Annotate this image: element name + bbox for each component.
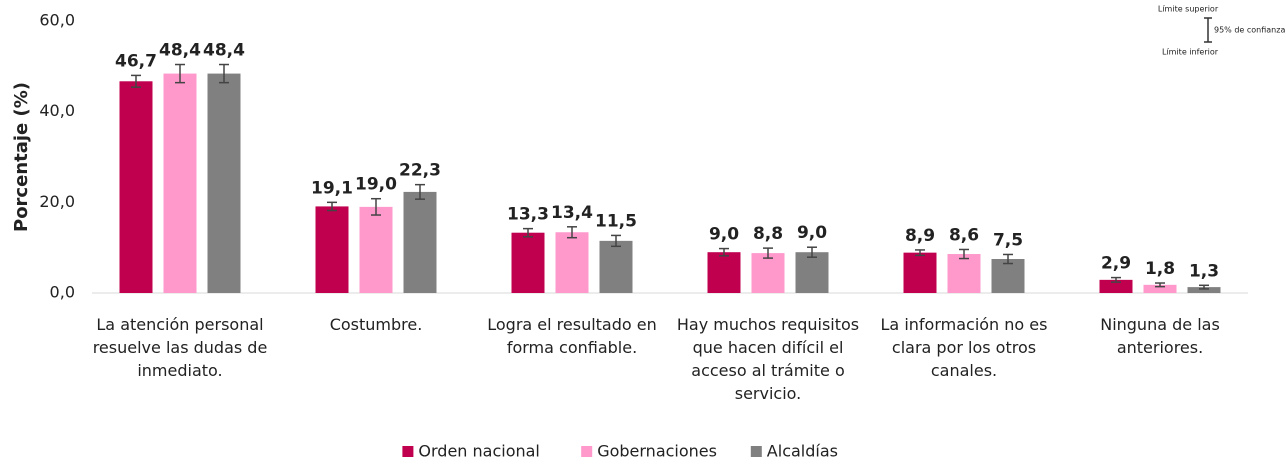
bar	[1099, 279, 1133, 293]
error-bar	[219, 63, 229, 84]
bar	[555, 232, 589, 293]
data-label: 8,8	[753, 224, 783, 244]
bar	[947, 254, 981, 293]
data-label: 2,9	[1101, 254, 1131, 274]
error-bar	[1111, 276, 1121, 283]
error-bar	[719, 247, 729, 257]
bar	[751, 253, 785, 293]
bar	[119, 81, 153, 293]
bar	[511, 232, 545, 293]
data-label: 22,3	[399, 161, 441, 181]
data-label: 13,4	[551, 203, 593, 223]
error-bar	[327, 201, 337, 212]
legend-swatch	[581, 446, 593, 457]
data-label: 1,8	[1145, 259, 1175, 279]
data-label: 19,0	[355, 175, 397, 195]
error-bar	[371, 197, 381, 216]
data-label: 9,0	[709, 225, 739, 245]
annotation: Límite superior	[1158, 5, 1219, 14]
data-label: 8,6	[949, 225, 979, 245]
x-tick-label: La información no es clara por los otros…	[880, 315, 1048, 380]
legend-label: Alcaldías	[767, 442, 838, 461]
y-tick-label: 40,0	[39, 101, 75, 120]
error-bar	[763, 247, 773, 259]
legend-label: Gobernaciones	[597, 442, 717, 461]
data-label: 48,4	[159, 41, 201, 61]
bar	[403, 191, 437, 293]
data-label: 8,9	[905, 226, 935, 246]
data-label: 1,3	[1189, 261, 1219, 281]
annotation: Límite inferior	[1162, 48, 1219, 57]
error-bar	[175, 63, 185, 84]
bar	[359, 206, 393, 293]
error-bar	[415, 183, 425, 200]
error-bar	[567, 226, 577, 239]
bar	[903, 252, 937, 293]
data-label: 48,4	[203, 41, 245, 61]
legend-label: Orden nacional	[418, 442, 539, 461]
data-label: 13,3	[507, 205, 549, 225]
bar	[207, 73, 241, 293]
bar	[795, 252, 829, 293]
legend-swatch	[750, 446, 762, 457]
y-tick-label: 0,0	[50, 283, 75, 302]
error-bar	[1155, 282, 1165, 288]
error-bar	[959, 248, 969, 260]
legend-swatch	[402, 446, 414, 457]
error-bar	[1199, 284, 1209, 290]
bar	[599, 240, 633, 293]
x-tick-label: Logra el resultado en forma confiable.	[487, 315, 657, 357]
data-label: 46,7	[115, 51, 157, 71]
bar	[1187, 287, 1221, 293]
bar	[315, 206, 349, 293]
bar	[991, 259, 1025, 293]
error-bar	[1003, 253, 1013, 265]
y-axis-title: Porcentaje (%)	[11, 82, 32, 232]
x-tick-label: Ninguna de las anteriores.	[1100, 315, 1220, 357]
bar	[163, 73, 197, 293]
error-bar	[523, 227, 533, 238]
data-label: 9,0	[797, 223, 827, 243]
data-label: 11,5	[595, 211, 637, 231]
bar	[1143, 284, 1177, 293]
x-tick-label: La atención personal resuelve las dudas …	[92, 315, 268, 380]
y-tick-label: 60,0	[39, 11, 75, 30]
data-label: 19,1	[311, 178, 353, 198]
x-tick-label: Costumbre.	[329, 315, 423, 334]
x-tick-label: Hay muchos requisitos que hacen difícil …	[676, 315, 860, 403]
data-label: 7,5	[993, 230, 1023, 250]
error-bar	[807, 246, 817, 258]
error-bar	[131, 74, 141, 88]
y-tick-label: 20,0	[39, 192, 75, 211]
annotation: 95% de confianza	[1214, 26, 1285, 35]
bar	[707, 252, 741, 293]
error-bar	[915, 249, 925, 257]
error-bar	[611, 234, 621, 248]
